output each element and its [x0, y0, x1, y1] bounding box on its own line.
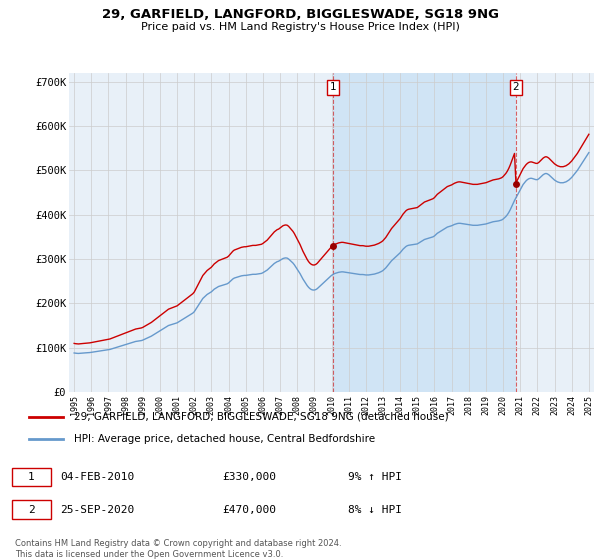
Text: 2: 2 — [28, 505, 35, 515]
FancyBboxPatch shape — [12, 468, 51, 486]
Text: 25-SEP-2020: 25-SEP-2020 — [60, 505, 134, 515]
FancyBboxPatch shape — [12, 501, 51, 519]
Text: 04-FEB-2010: 04-FEB-2010 — [60, 472, 134, 482]
Text: 29, GARFIELD, LANGFORD, BIGGLESWADE, SG18 9NG: 29, GARFIELD, LANGFORD, BIGGLESWADE, SG1… — [101, 8, 499, 21]
Text: 29, GARFIELD, LANGFORD, BIGGLESWADE, SG18 9NG (detached house): 29, GARFIELD, LANGFORD, BIGGLESWADE, SG1… — [74, 412, 449, 422]
Bar — [333, 73, 515, 392]
Text: Contains HM Land Registry data © Crown copyright and database right 2024.
This d: Contains HM Land Registry data © Crown c… — [15, 539, 341, 559]
Text: 1: 1 — [28, 472, 35, 482]
Text: 8% ↓ HPI: 8% ↓ HPI — [348, 505, 402, 515]
Text: £470,000: £470,000 — [222, 505, 276, 515]
Text: Price paid vs. HM Land Registry's House Price Index (HPI): Price paid vs. HM Land Registry's House … — [140, 22, 460, 32]
Text: 2: 2 — [512, 82, 519, 92]
Text: 1: 1 — [329, 82, 336, 92]
Text: HPI: Average price, detached house, Central Bedfordshire: HPI: Average price, detached house, Cent… — [74, 434, 376, 444]
Text: £330,000: £330,000 — [222, 472, 276, 482]
Text: 9% ↑ HPI: 9% ↑ HPI — [348, 472, 402, 482]
